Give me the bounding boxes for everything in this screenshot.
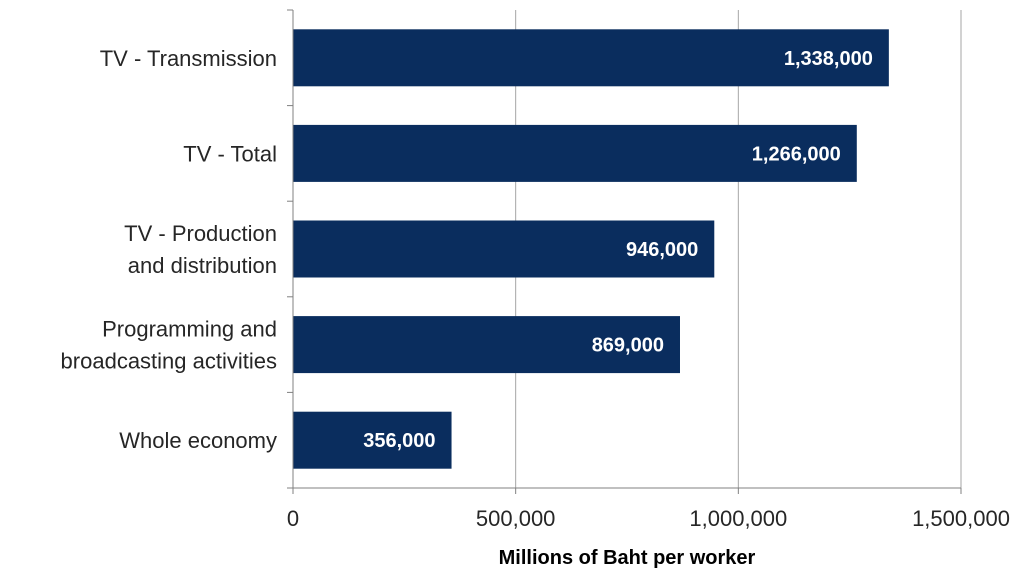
bar[interactable] xyxy=(293,316,680,374)
x-tick-label: 0 xyxy=(287,506,299,531)
bar-data-label: 356,000 xyxy=(363,430,435,452)
x-axis-title: Millions of Baht per worker xyxy=(499,547,756,569)
bar-data-label: 869,000 xyxy=(592,335,664,357)
bar-data-label: 1,338,000 xyxy=(784,48,873,70)
bar-data-label: 946,000 xyxy=(626,239,698,261)
category-label: TV - Production and distribution xyxy=(124,221,277,278)
category-label: Whole economy xyxy=(119,428,277,453)
category-label: TV - Transmission xyxy=(100,46,277,71)
bar[interactable] xyxy=(293,411,452,469)
category-label: Programming and broadcasting activities xyxy=(61,317,277,374)
bar-data-label: 1,266,000 xyxy=(752,143,841,165)
bar[interactable] xyxy=(293,220,715,278)
category-label: TV - Total xyxy=(183,141,277,166)
bar[interactable] xyxy=(293,124,857,182)
x-tick-label: 1,500,000 xyxy=(912,506,1010,531)
x-tick-label: 1,000,000 xyxy=(689,506,787,531)
x-tick-label: 500,000 xyxy=(476,506,556,531)
bar[interactable] xyxy=(293,29,889,87)
